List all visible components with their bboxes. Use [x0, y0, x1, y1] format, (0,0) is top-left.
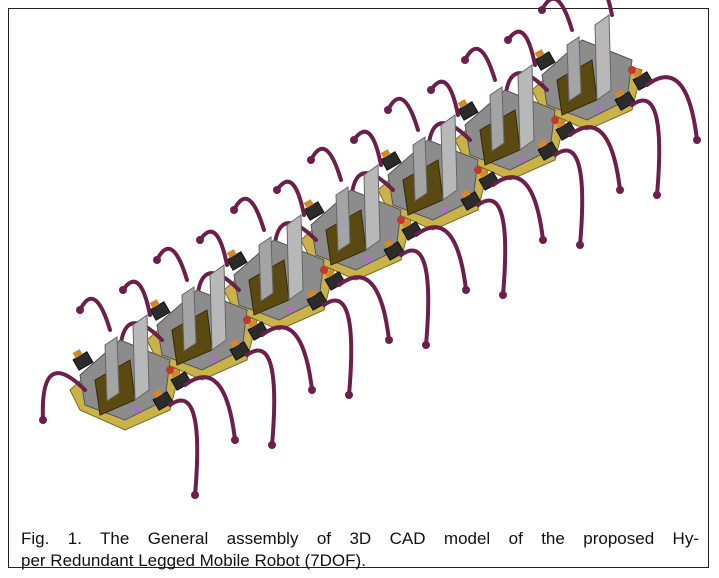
robot-leg	[247, 351, 274, 445]
robot-foot	[616, 186, 624, 194]
joint	[211, 357, 217, 363]
robot-foot	[384, 106, 392, 114]
robot-foot	[653, 191, 661, 199]
robot-foot	[693, 136, 701, 144]
body-fin	[441, 115, 457, 200]
joint	[551, 116, 559, 124]
robot-foot	[462, 286, 470, 294]
robot-foot	[191, 491, 199, 499]
robot-foot	[119, 286, 127, 294]
robot-foot	[499, 291, 507, 299]
robot-foot	[230, 206, 238, 214]
body-fin	[105, 337, 119, 401]
robot-leg	[311, 149, 341, 180]
joint	[320, 266, 328, 274]
joint	[397, 216, 405, 224]
joint	[442, 207, 448, 213]
caption-line: per Redundant Legged Mobile Robot (7DOF)…	[21, 550, 699, 572]
robot-foot	[504, 36, 512, 44]
robot-leg	[465, 49, 495, 80]
robot-foot	[345, 391, 353, 399]
robot-foot	[538, 6, 546, 14]
joint	[288, 307, 294, 313]
robot-leg	[542, 0, 572, 30]
page: Fig. 1. The General assembly of 3D CAD m…	[0, 0, 719, 578]
body-fin	[595, 15, 611, 100]
robot-leg	[277, 182, 304, 215]
robot-leg	[80, 299, 110, 330]
body-fin	[210, 265, 226, 350]
robot-foot	[307, 156, 315, 164]
robot-leg	[632, 101, 659, 195]
robot-foot	[273, 186, 281, 194]
body-fin	[336, 187, 350, 251]
robot-leg	[200, 232, 227, 265]
body-fin	[518, 65, 534, 150]
robot-foot	[76, 306, 84, 314]
joint	[365, 257, 371, 263]
robot-leg	[354, 132, 381, 165]
robot-foot	[539, 236, 547, 244]
robot-leg	[555, 151, 582, 245]
robot-foot	[196, 236, 204, 244]
robot-foot	[422, 341, 430, 349]
robot-foot	[461, 56, 469, 64]
robot-leg	[234, 199, 264, 230]
robot-foot	[153, 256, 161, 264]
joint	[596, 107, 602, 113]
robot-foot	[268, 441, 276, 449]
body-fin	[567, 37, 581, 101]
robot-leg	[123, 282, 150, 315]
robot-foot	[427, 86, 435, 94]
body-fin	[287, 215, 303, 300]
body-fin	[364, 165, 380, 250]
robot-illustration	[0, 0, 719, 520]
robot-foot	[39, 416, 47, 424]
robot-leg	[401, 251, 428, 345]
robot-leg	[585, 0, 612, 15]
robot-leg	[324, 301, 351, 395]
robot-leg	[388, 99, 418, 130]
joint	[519, 157, 525, 163]
robot-foot	[350, 136, 358, 144]
body-fin	[413, 137, 427, 201]
joint	[166, 366, 174, 374]
robot-leg	[431, 82, 458, 115]
joint	[134, 407, 140, 413]
body-fin	[133, 315, 149, 400]
body-fin	[259, 237, 273, 301]
joint	[243, 316, 251, 324]
robot-foot	[576, 241, 584, 249]
figure-caption: Fig. 1. The General assembly of 3D CAD m…	[21, 528, 699, 572]
robot-foot	[231, 436, 239, 444]
body-fin	[490, 87, 504, 151]
robot-foot	[385, 336, 393, 344]
robot-leg	[170, 401, 197, 495]
joint	[628, 66, 636, 74]
robot-leg	[478, 201, 505, 295]
robot-foot	[308, 386, 316, 394]
body-fin	[182, 287, 196, 351]
caption-line: Fig. 1. The General assembly of 3D CAD m…	[21, 528, 699, 550]
robot-leg	[157, 249, 187, 280]
joint	[474, 166, 482, 174]
robot-leg	[508, 32, 535, 65]
